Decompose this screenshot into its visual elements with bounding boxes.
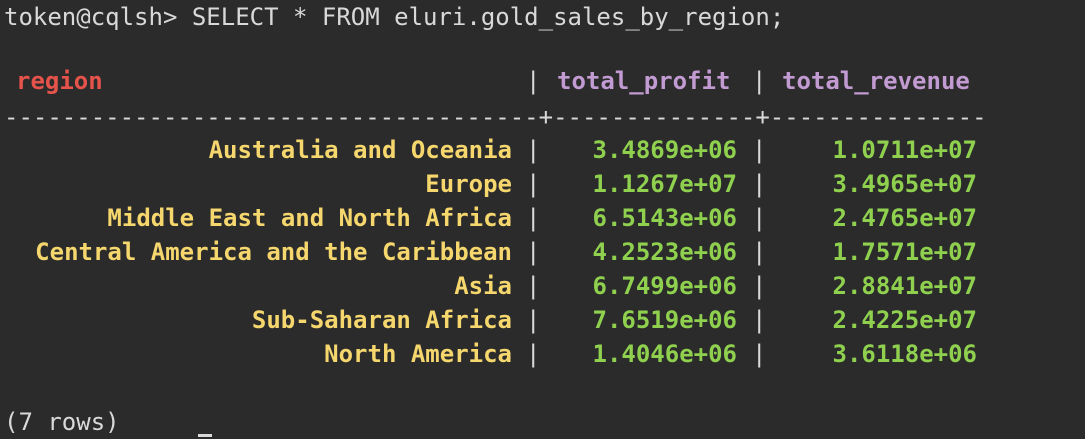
text-cursor: [198, 434, 212, 437]
cell-total-profit: 1.4046e+06: [592, 340, 738, 368]
command-line: token@cqlsh> SELECT * FROM eluri.gold_sa…: [4, 0, 784, 34]
cell-total-revenue: 1.0711e+07: [832, 136, 978, 164]
column-header-total-revenue: total_revenue: [782, 67, 970, 95]
cell-total-profit: 6.7499e+06: [592, 272, 738, 300]
cell-total-revenue: 2.4225e+07: [832, 306, 978, 334]
column-divider: |: [752, 67, 767, 95]
column-header-total-profit: total_profit: [557, 67, 731, 95]
cell-total-profit: 6.5143e+06: [592, 204, 738, 232]
cell-total-revenue: 3.6118e+06: [832, 340, 978, 368]
cell-total-profit: 7.6519e+06: [592, 306, 738, 334]
column-divider: |: [526, 340, 541, 368]
column-divider: |: [526, 170, 541, 198]
cell-region: Middle East and North Africa: [107, 204, 512, 232]
cell-region: Central America and the Caribbean: [35, 238, 512, 266]
column-divider: |: [752, 306, 767, 334]
command-text: SELECT * FROM eluri.gold_sales_by_region…: [191, 3, 785, 31]
column-divider: |: [752, 170, 767, 198]
cell-total-revenue: 1.7571e+07: [832, 238, 978, 266]
cell-region: Europe: [425, 170, 512, 198]
column-divider: |: [526, 238, 541, 266]
column-header-region: region: [16, 67, 103, 95]
cell-region: Australia and Oceania: [208, 136, 512, 164]
column-divider: |: [526, 67, 541, 95]
cell-region: Asia: [454, 272, 512, 300]
row-count-footer: (7 rows): [4, 408, 120, 436]
cell-total-revenue: 2.8841e+07: [832, 272, 978, 300]
cell-total-profit: 3.4869e+06: [592, 136, 738, 164]
column-divider: |: [752, 340, 767, 368]
column-divider: |: [752, 272, 767, 300]
column-divider: |: [752, 136, 767, 164]
cell-region: North America: [324, 340, 512, 368]
cell-total-revenue: 3.4965e+07: [832, 170, 978, 198]
cell-total-profit: 4.2523e+06: [592, 238, 738, 266]
column-divider: |: [526, 204, 541, 232]
column-divider: |: [526, 272, 541, 300]
column-divider: |: [752, 204, 767, 232]
column-divider: |: [752, 238, 767, 266]
prompt: token@cqlsh>: [4, 3, 192, 31]
header-separator: -------------------------------------+--…: [4, 103, 987, 131]
cell-total-profit: 1.1267e+07: [592, 170, 738, 198]
cell-region: Sub-Saharan Africa: [251, 306, 512, 334]
cell-total-revenue: 2.4765e+07: [832, 204, 978, 232]
column-divider: |: [526, 306, 541, 334]
column-divider: |: [526, 136, 541, 164]
